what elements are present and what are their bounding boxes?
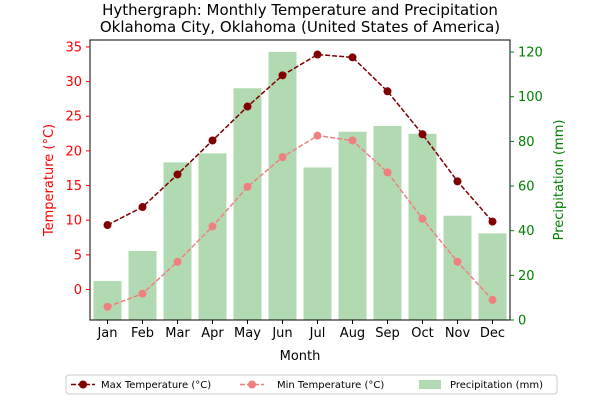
y-axis-left-label: Temperature (°C) <box>42 124 57 237</box>
min-temp-point-jan <box>103 302 112 311</box>
x-tick-label: Nov <box>445 326 471 341</box>
y-left-tick-label: 5 <box>74 248 82 263</box>
x-axis: Jan Feb Mar Apr May Jun Jul Aug Sep Oct Nov Dec <box>96 320 505 341</box>
x-tick-label: Apr <box>201 326 224 341</box>
max-temp-point-feb <box>138 203 147 212</box>
y-left-tick-label: 10 <box>65 214 82 229</box>
y-right-tick-label: 100 <box>518 90 543 105</box>
y-right-tick-label: 20 <box>518 269 535 284</box>
max-temp-point-aug <box>348 53 357 62</box>
y-left-tick-label: 0 <box>74 283 82 298</box>
legend-max-marker <box>79 380 87 389</box>
max-temp-point-oct <box>418 130 427 139</box>
temperature-lines <box>103 50 497 311</box>
min-temp-point-apr <box>208 222 217 231</box>
legend-frame <box>65 374 558 395</box>
x-axis-label: Month <box>280 349 321 364</box>
y-right-tick-label: 60 <box>518 180 535 195</box>
y-right-tick-label: 120 <box>518 46 543 61</box>
chart-title-line1: Hythergraph: Monthly Temperature and Pre… <box>102 1 498 19</box>
max-temp-point-apr <box>208 136 217 145</box>
min-temp-point-dec <box>488 295 497 304</box>
chart-legend: Max Temperature (°C) Min Temperature (°C… <box>65 374 558 395</box>
max-temp-point-jun <box>278 71 287 80</box>
x-tick-label: Aug <box>340 326 365 341</box>
max-temp-point-jan <box>103 221 112 230</box>
y-axis-left: 0 5 10 15 20 25 30 35 <box>65 40 90 298</box>
y-axis-right: 0 20 40 60 80 100 120 <box>510 46 543 329</box>
max-temp-point-sep <box>383 87 392 96</box>
x-tick-label: Mar <box>165 326 190 341</box>
max-temp-point-may <box>243 102 252 111</box>
max-temp-point-jul <box>313 50 322 59</box>
legend-min-marker <box>248 380 256 389</box>
max-temp-line <box>107 53 494 226</box>
precip-bar-dec <box>478 233 507 320</box>
min-temp-point-may <box>243 182 252 191</box>
legend-precip-label: Precipitation (mm) <box>450 380 543 391</box>
precip-bar-jun <box>268 51 297 320</box>
min-temp-point-mar <box>173 257 182 266</box>
max-temp-point-mar <box>173 170 182 179</box>
y-left-tick-label: 25 <box>65 110 82 125</box>
y-left-tick-label: 20 <box>65 144 82 159</box>
min-temp-point-jul <box>313 131 322 140</box>
min-temp-point-jun <box>278 153 287 162</box>
x-tick-label: Oct <box>411 326 433 341</box>
legend-min-label: Min Temperature (°C) <box>277 380 384 391</box>
x-tick-label: Jun <box>271 326 292 341</box>
legend-precip-swatch <box>419 380 441 389</box>
min-temp-point-oct <box>418 214 427 223</box>
y-left-tick-label: 30 <box>65 75 82 90</box>
precip-bar-mar <box>163 162 192 320</box>
y-axis-right-label: Precipitation (mm) <box>552 120 567 241</box>
precip-bar-jul <box>303 167 332 320</box>
min-temp-point-feb <box>138 289 147 298</box>
precip-bar-nov <box>443 215 472 320</box>
x-tick-label: Dec <box>480 326 505 341</box>
min-temp-line <box>107 134 494 308</box>
precip-bar-jan <box>93 280 122 320</box>
plot-area-frame <box>89 39 511 321</box>
max-temp-point-dec <box>488 217 497 226</box>
x-tick-label: May <box>234 326 261 341</box>
y-right-tick-label: 0 <box>518 314 526 329</box>
precip-bar-sep <box>373 125 402 321</box>
x-tick-label: Sep <box>375 326 400 341</box>
min-temp-point-nov <box>453 257 462 266</box>
precip-bar-aug <box>338 131 367 320</box>
x-tick-label: Jul <box>309 326 326 341</box>
min-temp-point-sep <box>383 168 392 177</box>
max-temp-point-nov <box>453 177 462 186</box>
x-tick-label: Jan <box>96 326 117 341</box>
precip-bar-oct <box>408 133 437 320</box>
precip-bar-may <box>233 88 262 320</box>
chart-title-line2: Oklahoma City, Oklahoma (United States o… <box>100 18 500 36</box>
precipitation-bars <box>93 51 507 321</box>
min-temp-point-aug <box>348 136 357 145</box>
y-right-tick-label: 40 <box>518 224 535 239</box>
x-tick-label: Feb <box>131 326 154 341</box>
y-right-tick-label: 80 <box>518 135 535 150</box>
legend-max-label: Max Temperature (°C) <box>101 380 211 391</box>
y-left-tick-label: 15 <box>65 179 82 194</box>
y-left-tick-label: 35 <box>65 40 82 55</box>
